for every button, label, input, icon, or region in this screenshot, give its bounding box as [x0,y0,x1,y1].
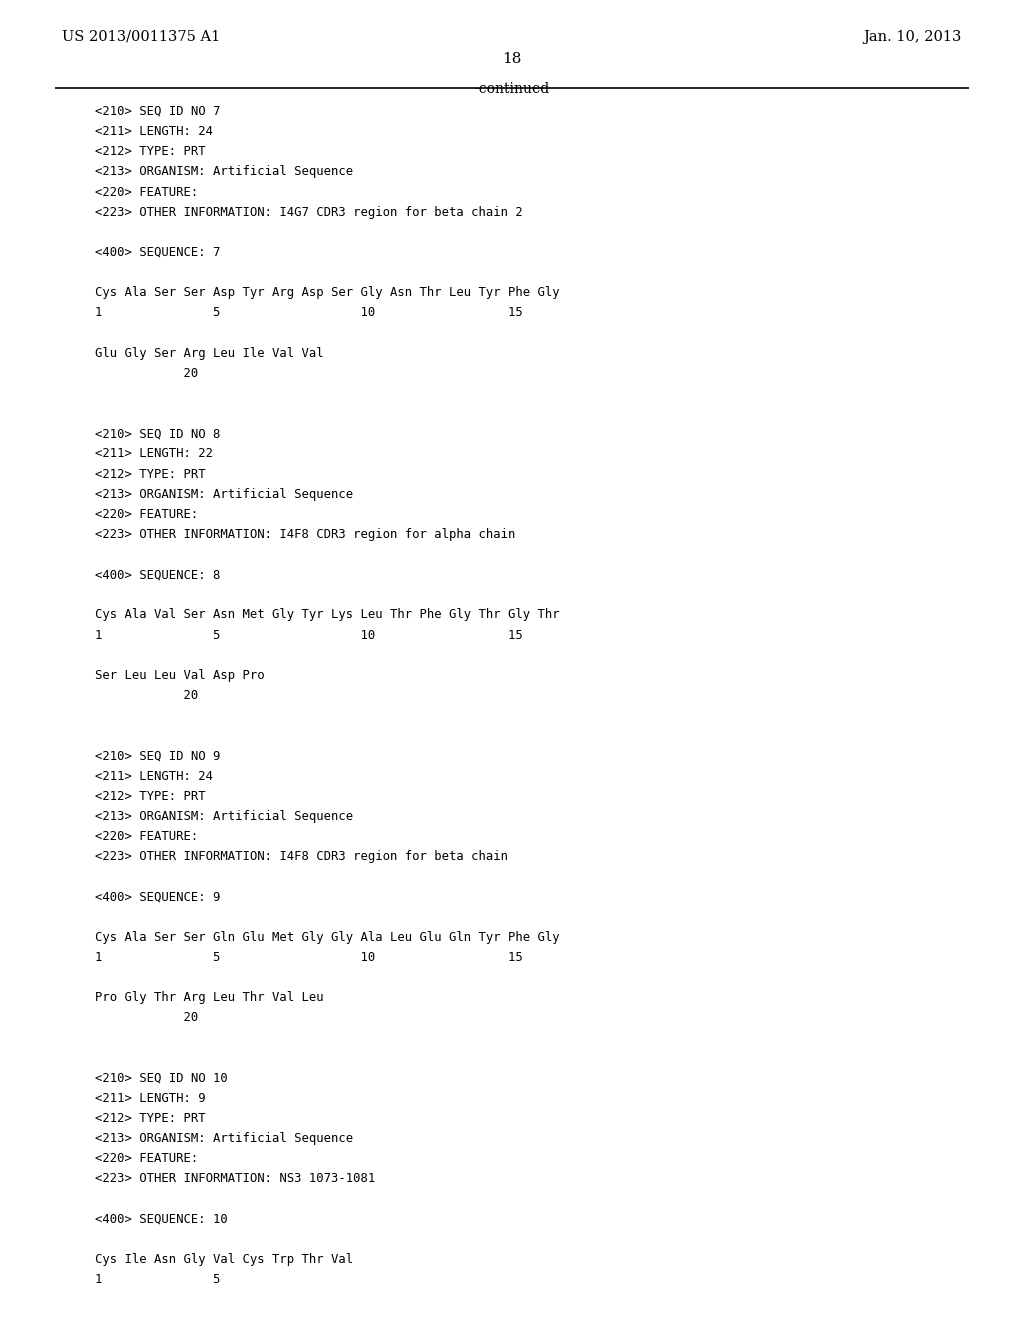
Text: <220> FEATURE:: <220> FEATURE: [95,508,199,521]
Text: <210> SEQ ID NO 7: <210> SEQ ID NO 7 [95,106,220,117]
Text: <213> ORGANISM: Artificial Sequence: <213> ORGANISM: Artificial Sequence [95,487,353,500]
Text: <212> TYPE: PRT: <212> TYPE: PRT [95,467,206,480]
Text: <223> OTHER INFORMATION: I4G7 CDR3 region for beta chain 2: <223> OTHER INFORMATION: I4G7 CDR3 regio… [95,206,522,219]
Text: 20: 20 [95,367,199,380]
Text: 1               5                   10                  15: 1 5 10 15 [95,306,522,319]
Text: Glu Gly Ser Arg Leu Ile Val Val: Glu Gly Ser Arg Leu Ile Val Val [95,347,324,359]
Text: Cys Ala Ser Ser Gln Glu Met Gly Gly Ala Leu Glu Gln Tyr Phe Gly: Cys Ala Ser Ser Gln Glu Met Gly Gly Ala … [95,931,560,944]
Text: <210> SEQ ID NO 10: <210> SEQ ID NO 10 [95,1072,227,1085]
Text: <211> LENGTH: 9: <211> LENGTH: 9 [95,1092,206,1105]
Text: <400> SEQUENCE: 9: <400> SEQUENCE: 9 [95,891,220,903]
Text: <223> OTHER INFORMATION: NS3 1073-1081: <223> OTHER INFORMATION: NS3 1073-1081 [95,1172,375,1185]
Text: <223> OTHER INFORMATION: I4F8 CDR3 region for alpha chain: <223> OTHER INFORMATION: I4F8 CDR3 regio… [95,528,515,541]
Text: 1               5                   10                  15: 1 5 10 15 [95,950,522,964]
Text: <213> ORGANISM: Artificial Sequence: <213> ORGANISM: Artificial Sequence [95,165,353,178]
Text: <212> TYPE: PRT: <212> TYPE: PRT [95,1111,206,1125]
Text: <220> FEATURE:: <220> FEATURE: [95,830,199,843]
Text: <400> SEQUENCE: 8: <400> SEQUENCE: 8 [95,568,220,581]
Text: <400> SEQUENCE: 7: <400> SEQUENCE: 7 [95,246,220,259]
Text: <211> LENGTH: 22: <211> LENGTH: 22 [95,447,213,461]
Text: <212> TYPE: PRT: <212> TYPE: PRT [95,789,206,803]
Text: US 2013/0011375 A1: US 2013/0011375 A1 [62,30,220,44]
Text: Cys Ala Val Ser Asn Met Gly Tyr Lys Leu Thr Phe Gly Thr Gly Thr: Cys Ala Val Ser Asn Met Gly Tyr Lys Leu … [95,609,560,622]
Text: <210> SEQ ID NO 8: <210> SEQ ID NO 8 [95,428,220,441]
Text: <400> SEQUENCE: 10: <400> SEQUENCE: 10 [95,1213,227,1226]
Text: Pro Gly Thr Arg Leu Thr Val Leu: Pro Gly Thr Arg Leu Thr Val Leu [95,991,324,1005]
Text: 1               5                   10                  15: 1 5 10 15 [95,628,522,642]
Text: 20: 20 [95,689,199,702]
Text: 1               5: 1 5 [95,1272,220,1286]
Text: <223> OTHER INFORMATION: I4F8 CDR3 region for beta chain: <223> OTHER INFORMATION: I4F8 CDR3 regio… [95,850,508,863]
Text: Jan. 10, 2013: Jan. 10, 2013 [863,30,962,44]
Text: Cys Ile Asn Gly Val Cys Trp Thr Val: Cys Ile Asn Gly Val Cys Trp Thr Val [95,1253,353,1266]
Text: <211> LENGTH: 24: <211> LENGTH: 24 [95,125,213,139]
Text: <220> FEATURE:: <220> FEATURE: [95,186,199,198]
Text: <220> FEATURE:: <220> FEATURE: [95,1152,199,1166]
Text: Ser Leu Leu Val Asp Pro: Ser Leu Leu Val Asp Pro [95,669,264,682]
Text: <213> ORGANISM: Artificial Sequence: <213> ORGANISM: Artificial Sequence [95,1133,353,1144]
Text: <212> TYPE: PRT: <212> TYPE: PRT [95,145,206,158]
Text: Cys Ala Ser Ser Asp Tyr Arg Asp Ser Gly Asn Thr Leu Tyr Phe Gly: Cys Ala Ser Ser Asp Tyr Arg Asp Ser Gly … [95,286,560,300]
Text: 20: 20 [95,1011,199,1024]
Text: <213> ORGANISM: Artificial Sequence: <213> ORGANISM: Artificial Sequence [95,810,353,822]
Text: 18: 18 [503,51,521,66]
Text: -continued: -continued [474,82,550,96]
Text: <211> LENGTH: 24: <211> LENGTH: 24 [95,770,213,783]
Text: <210> SEQ ID NO 9: <210> SEQ ID NO 9 [95,750,220,763]
